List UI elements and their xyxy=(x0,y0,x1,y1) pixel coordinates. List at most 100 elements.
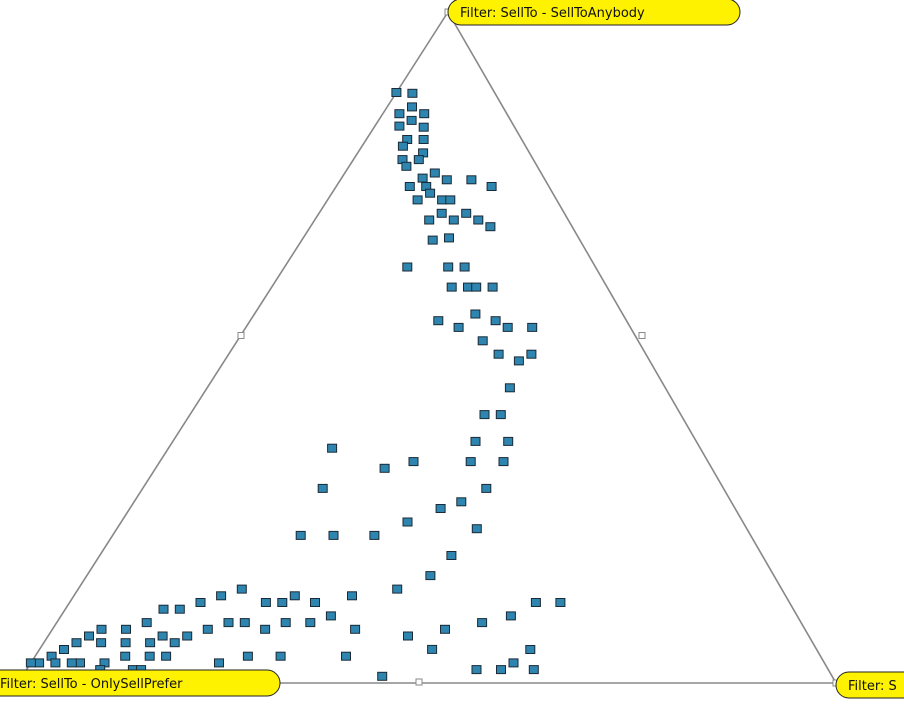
data-point-79 xyxy=(477,618,488,628)
data-point-132 xyxy=(377,671,388,681)
data-point-13 xyxy=(413,155,424,165)
data-point-124 xyxy=(120,638,131,648)
data-point-17 xyxy=(404,182,415,191)
data-point-38 xyxy=(487,282,498,292)
data-point-84 xyxy=(471,665,482,675)
data-point-58 xyxy=(295,530,306,540)
data-point-91 xyxy=(242,651,253,661)
data-point-21 xyxy=(412,195,423,205)
data-point-78 xyxy=(440,624,450,634)
data-point-30 xyxy=(427,235,438,245)
vertex-label-right: Filter: S xyxy=(835,671,904,699)
data-point-112 xyxy=(59,645,69,654)
data-point-15 xyxy=(417,173,428,183)
data-point-51 xyxy=(470,436,481,446)
data-point-16 xyxy=(429,168,440,178)
data-point-44 xyxy=(502,322,513,332)
data-point-117 xyxy=(75,658,85,668)
data-point-116 xyxy=(50,658,61,668)
vertex-label-left: Filter: SellTo - OnlySellPrefer xyxy=(0,669,281,697)
data-point-23 xyxy=(445,195,456,205)
data-point-37 xyxy=(471,282,482,292)
data-point-95 xyxy=(202,624,213,634)
data-point-52 xyxy=(465,457,476,467)
data-point-103 xyxy=(216,591,227,601)
vertex-label-top: Filter: SellTo - SellToAnybody xyxy=(447,0,741,26)
handle-left-edge-mid xyxy=(237,332,245,339)
data-point-134 xyxy=(473,215,484,225)
data-point-3 xyxy=(419,109,430,119)
data-point-45 xyxy=(493,349,504,359)
data-point-73 xyxy=(289,591,300,601)
data-points xyxy=(25,88,566,681)
data-point-60 xyxy=(369,530,380,540)
data-point-121 xyxy=(161,651,172,661)
data-point-32 xyxy=(402,262,413,272)
data-point-39 xyxy=(470,309,481,319)
data-point-28 xyxy=(461,208,472,218)
data-point-2 xyxy=(407,102,417,112)
data-point-69 xyxy=(425,571,436,581)
data-point-43 xyxy=(477,336,488,346)
data-point-4 xyxy=(394,109,405,119)
data-point-1 xyxy=(407,88,418,98)
data-point-14 xyxy=(401,161,412,171)
data-point-29 xyxy=(444,233,454,243)
data-point-19 xyxy=(441,175,452,185)
data-point-7 xyxy=(418,122,429,132)
data-point-129 xyxy=(66,658,77,668)
data-point-70 xyxy=(392,584,403,594)
data-point-102 xyxy=(236,584,247,594)
data-point-6 xyxy=(394,121,405,131)
data-point-97 xyxy=(239,618,250,628)
data-point-26 xyxy=(424,215,435,225)
data-point-40 xyxy=(433,316,444,326)
data-point-0 xyxy=(391,88,402,97)
data-point-109 xyxy=(96,624,107,634)
data-point-5 xyxy=(406,115,417,125)
data-point-46 xyxy=(527,322,538,332)
data-point-98 xyxy=(260,624,271,634)
data-point-41 xyxy=(453,322,464,332)
data-point-55 xyxy=(379,463,390,473)
vertex-label-left-pill xyxy=(0,669,281,697)
data-point-57 xyxy=(317,483,328,493)
data-point-64 xyxy=(481,483,492,493)
data-point-34 xyxy=(459,262,470,272)
data-point-107 xyxy=(141,618,152,628)
data-point-99 xyxy=(280,618,291,628)
data-point-54 xyxy=(408,457,419,467)
vertex-label-right-text: Filter: S xyxy=(848,679,897,694)
data-point-81 xyxy=(530,598,541,607)
data-point-114 xyxy=(34,658,45,668)
data-point-76 xyxy=(350,624,361,634)
data-point-96 xyxy=(223,618,234,628)
data-point-74 xyxy=(277,598,288,607)
data-point-33 xyxy=(443,262,454,272)
data-point-75 xyxy=(260,598,271,607)
data-point-120 xyxy=(144,651,155,661)
data-point-68 xyxy=(446,551,457,560)
data-point-63 xyxy=(456,497,467,507)
data-point-104 xyxy=(195,598,206,607)
data-point-65 xyxy=(498,457,509,467)
data-point-87 xyxy=(508,658,519,668)
data-point-85 xyxy=(496,665,506,675)
handle-right-edge-mid xyxy=(638,332,646,339)
vertex-label-left-text: Filter: SellTo - OnlySellPrefer xyxy=(0,677,183,692)
data-point-106 xyxy=(158,604,169,614)
data-point-92 xyxy=(214,658,224,668)
data-point-47 xyxy=(513,356,524,366)
data-point-9 xyxy=(418,135,429,144)
data-point-133 xyxy=(466,175,477,185)
data-point-48 xyxy=(504,383,515,393)
data-point-127 xyxy=(145,638,156,648)
data-point-77 xyxy=(403,631,413,641)
data-point-31 xyxy=(485,222,496,232)
data-point-27 xyxy=(448,215,459,225)
data-point-53 xyxy=(495,410,506,420)
data-point-80 xyxy=(505,611,516,621)
data-point-20 xyxy=(425,188,436,198)
data-point-89 xyxy=(341,651,351,661)
